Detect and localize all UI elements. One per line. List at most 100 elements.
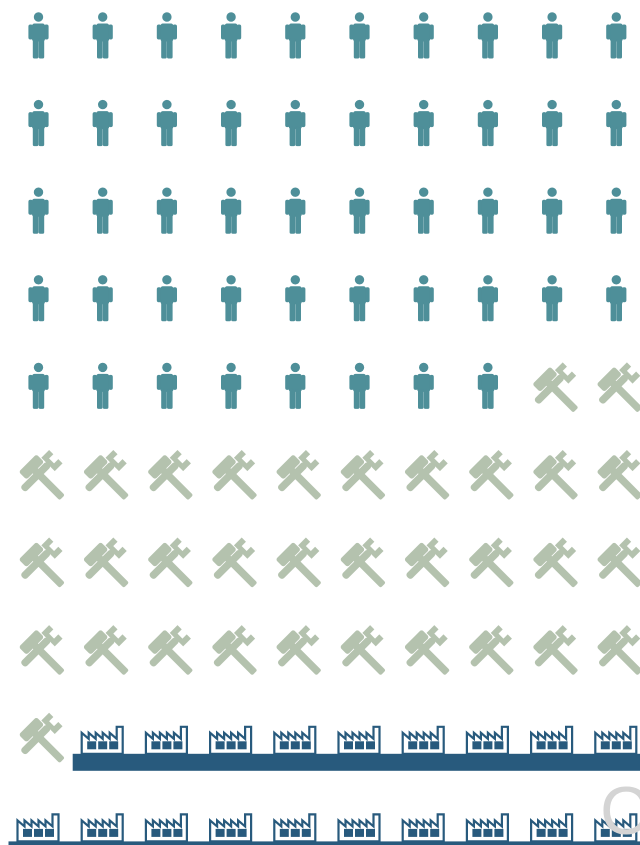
tools-icon	[83, 625, 129, 676]
person-icon	[28, 187, 49, 234]
person-icon	[477, 275, 498, 322]
person-icon	[285, 362, 306, 409]
tools-icon	[404, 450, 450, 501]
factory-icon	[529, 813, 574, 843]
person-icon	[606, 187, 627, 234]
partial-glyph: C	[600, 773, 640, 845]
person-icon	[477, 187, 498, 234]
tools-icon	[339, 450, 386, 501]
tools-icon	[275, 625, 322, 676]
person-icon	[28, 12, 49, 59]
person-icon	[413, 362, 434, 409]
person-icon	[28, 99, 49, 147]
tools-icon	[596, 537, 640, 588]
person-icon	[413, 187, 434, 234]
person-icon	[285, 187, 306, 234]
factory-icon	[529, 725, 574, 755]
person-icon	[413, 275, 434, 322]
person-icon	[221, 362, 242, 409]
tools-icon	[532, 625, 579, 676]
tools-icon	[532, 362, 579, 413]
person-icon	[92, 12, 113, 59]
tools-icon	[596, 450, 640, 501]
person-icon	[92, 362, 113, 409]
factory-icon	[273, 725, 317, 755]
person-icon	[606, 275, 627, 322]
factory-ground-band	[8, 841, 640, 845]
person-icon	[542, 12, 563, 59]
tools-icon	[147, 450, 193, 501]
person-icon	[92, 99, 113, 147]
factory-icon	[209, 813, 253, 843]
person-icon	[221, 99, 242, 147]
person-icon	[349, 187, 370, 234]
person-icon	[285, 275, 306, 322]
factory-icon	[273, 813, 317, 843]
person-icon	[221, 275, 242, 322]
factory-icon	[337, 725, 381, 755]
person-icon	[28, 275, 49, 322]
factory-icon	[80, 813, 124, 843]
factory-ground-band	[72, 753, 640, 771]
tools-icon	[147, 537, 193, 588]
person-icon	[156, 275, 177, 322]
tools-icon	[211, 625, 258, 676]
person-icon	[477, 12, 498, 59]
person-icon	[28, 362, 49, 409]
factory-icon	[80, 725, 124, 755]
person-icon	[92, 187, 113, 234]
tools-icon	[468, 450, 514, 501]
person-icon	[542, 187, 563, 234]
tools-icon	[532, 450, 579, 501]
factory-icon	[401, 725, 445, 755]
person-icon	[542, 275, 563, 322]
tools-icon	[532, 537, 579, 588]
factory-icon	[144, 813, 188, 843]
person-icon	[156, 362, 177, 409]
tools-icon	[18, 712, 65, 763]
tools-icon	[468, 537, 514, 588]
factory-icon	[144, 725, 188, 755]
person-icon	[92, 275, 113, 322]
person-icon	[349, 362, 370, 409]
person-icon	[349, 99, 370, 147]
person-icon	[413, 12, 434, 59]
tools-icon	[596, 625, 640, 676]
tools-icon	[404, 537, 450, 588]
tools-icon	[18, 537, 65, 588]
tools-icon	[275, 450, 322, 501]
tools-icon	[83, 537, 129, 588]
person-icon	[285, 99, 306, 147]
person-icon	[221, 187, 242, 234]
tools-icon	[596, 362, 640, 413]
tools-icon	[147, 625, 193, 676]
person-icon	[606, 99, 627, 147]
person-icon	[349, 275, 370, 322]
person-icon	[156, 12, 177, 59]
person-icon	[606, 12, 627, 59]
tools-icon	[275, 537, 322, 588]
person-icon	[542, 99, 563, 147]
factory-icon	[337, 813, 381, 843]
person-icon	[285, 12, 306, 59]
person-icon	[156, 187, 177, 234]
tools-icon	[211, 537, 258, 588]
tools-icon	[18, 625, 65, 676]
tools-icon	[18, 450, 65, 501]
person-icon	[477, 362, 498, 409]
tools-icon	[339, 625, 386, 676]
person-icon	[156, 99, 177, 147]
person-icon	[349, 12, 370, 59]
factory-icon	[465, 813, 509, 843]
person-icon	[413, 99, 434, 147]
tools-icon	[404, 625, 450, 676]
tools-icon	[211, 450, 258, 501]
factory-icon	[209, 725, 253, 755]
factory-icon	[465, 725, 509, 755]
person-icon	[477, 99, 498, 147]
person-icon	[221, 12, 242, 59]
tools-icon	[83, 450, 129, 501]
factory-icon	[594, 725, 638, 755]
tools-icon	[468, 625, 514, 676]
